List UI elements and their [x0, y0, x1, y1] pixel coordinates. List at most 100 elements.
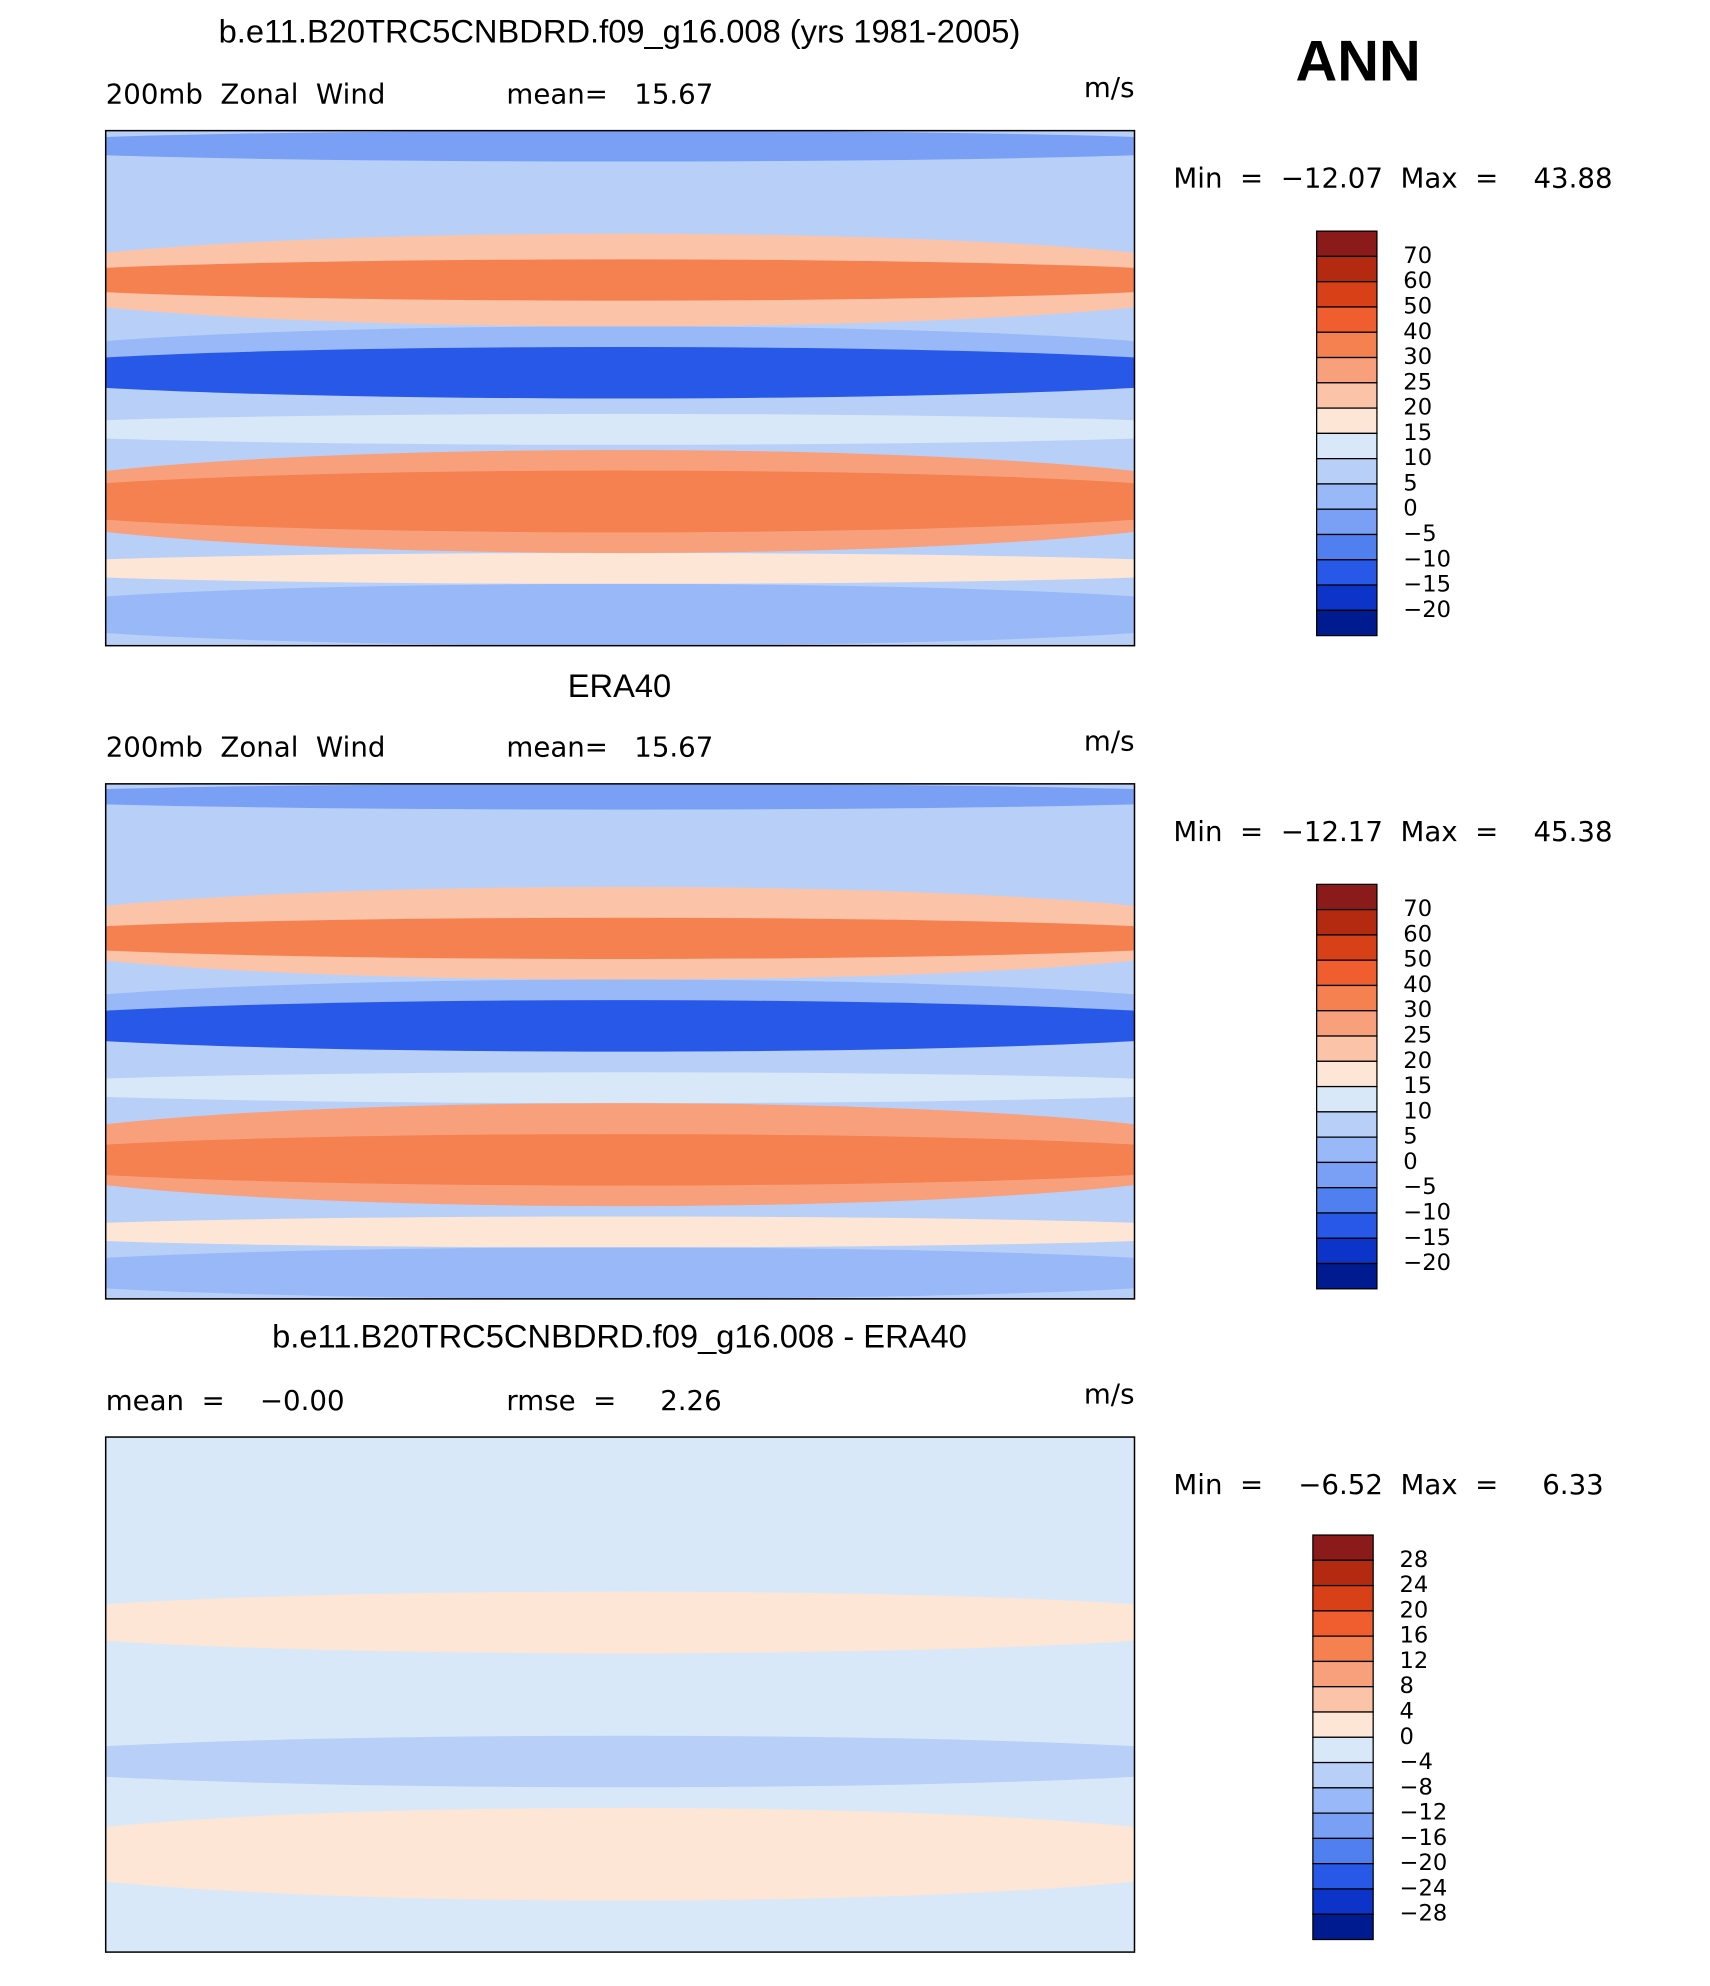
colorbar-box: [1312, 1837, 1374, 1865]
colorbar-label: 12: [1400, 1648, 1429, 1674]
panel-title: b.e11.B20TRC5CNBDRD.f09_g16.008 (yrs 198…: [219, 13, 1021, 50]
colorbar-label: −5: [1403, 521, 1436, 547]
colorbar-label: 8: [1400, 1673, 1414, 1699]
colorbar-box: [1316, 1136, 1378, 1164]
colorbar-box: [1312, 1559, 1374, 1587]
colorbar-label: 30: [1403, 344, 1432, 370]
colorbar-box: [1316, 483, 1378, 510]
colorbar-label: 50: [1403, 293, 1432, 319]
field: [105, 1072, 1135, 1104]
colorbar-box: [1312, 1686, 1374, 1713]
colorbar-box: [1316, 1035, 1378, 1062]
colorbar-box: [1312, 1761, 1374, 1789]
min-max: Min = −12.07 Max = 43.88: [1173, 162, 1612, 195]
map-frame: [104, 783, 1136, 1300]
colorbar-label: 16: [1400, 1623, 1429, 1649]
colorbar-box: [1312, 1610, 1374, 1637]
panel-left-label: 200mb Zonal Wind: [106, 731, 386, 764]
colorbar-box: [1312, 1812, 1374, 1840]
colorbar-box: [1316, 533, 1378, 561]
colorbar-box: [1312, 1635, 1374, 1663]
colorbar-box: [1312, 1736, 1374, 1764]
panel-left-label: mean = −0.00: [106, 1384, 345, 1417]
field: [105, 1900, 1135, 1953]
colorbar-box: [1316, 609, 1378, 637]
colorbar-box: [1316, 331, 1378, 359]
field: [105, 1247, 1135, 1299]
colorbar-box: [1316, 1161, 1378, 1189]
field: [105, 917, 1135, 959]
map: [104, 129, 1136, 647]
colorbar-box: [1316, 432, 1378, 460]
colorbar-box: [1316, 1237, 1378, 1265]
field: [105, 259, 1135, 301]
colorbar-label: 40: [1403, 319, 1432, 345]
panel-units: m/s: [1084, 1378, 1135, 1411]
colorbar-box: [1312, 1534, 1374, 1561]
colorbar-label: −15: [1403, 1225, 1451, 1251]
colorbar-label: −12: [1400, 1800, 1448, 1826]
colorbar-box: [1316, 1212, 1378, 1239]
colorbar-label: 24: [1400, 1572, 1429, 1598]
colorbar-label: 30: [1403, 997, 1432, 1023]
field: [105, 130, 1135, 162]
colorbar-label: 10: [1403, 1098, 1432, 1124]
panel-center-label: mean= 15.67: [506, 731, 713, 764]
field: [105, 346, 1135, 399]
colorbar-box: [1316, 934, 1378, 961]
colorbar-label: 50: [1403, 947, 1432, 973]
colorbar-box: [1312, 1888, 1374, 1915]
colorbar-box: [1316, 255, 1378, 283]
map-field: [105, 1437, 1135, 1953]
colorbar-label: −20: [1400, 1850, 1448, 1876]
field: [105, 552, 1135, 584]
colorbar-label: 70: [1403, 896, 1432, 922]
colorbar-label: 28: [1400, 1547, 1429, 1573]
colorbar-box: [1316, 1085, 1378, 1113]
field: [105, 583, 1135, 646]
colorbar-label: −4: [1400, 1749, 1433, 1775]
colorbar-label: 15: [1403, 420, 1432, 446]
colorbar-label: 40: [1403, 972, 1432, 998]
field: [105, 1735, 1135, 1788]
colorbar-box: [1316, 281, 1378, 308]
colorbar-box: [1316, 458, 1378, 485]
panel-title: b.e11.B20TRC5CNBDRD.f09_g16.008 - ERA40: [272, 1318, 967, 1355]
colorbar-box: [1312, 1660, 1374, 1688]
colorbar-label: 25: [1403, 1023, 1432, 1049]
colorbar-label: −20: [1403, 1250, 1451, 1276]
map: [104, 783, 1136, 1300]
min-max: Min = −6.52 Max = 6.33: [1173, 1468, 1603, 1501]
field: [105, 1807, 1135, 1901]
colorbar-box: [1316, 1060, 1378, 1088]
field: [105, 470, 1135, 533]
colorbar-label: −10: [1403, 1199, 1451, 1225]
colorbar-label: 5: [1403, 470, 1417, 496]
field: [105, 783, 1135, 810]
panel-center-label: mean= 15.67: [506, 77, 713, 110]
colorbar-label: 0: [1403, 496, 1417, 522]
colorbar-label: 25: [1403, 369, 1432, 395]
panel-units: m/s: [1084, 724, 1135, 757]
colorbar-label: −24: [1400, 1875, 1448, 1901]
colorbar-box: [1316, 908, 1378, 936]
colorbar-label: 20: [1400, 1597, 1429, 1623]
colorbar-box: [1312, 1584, 1374, 1612]
field: [105, 1216, 1135, 1248]
colorbar-box: [1316, 230, 1378, 258]
colorbar-box: [1316, 356, 1378, 384]
colorbar-label: 0: [1400, 1724, 1414, 1750]
colorbar-label: −8: [1400, 1774, 1433, 1800]
colorbar-box: [1312, 1863, 1374, 1890]
colorbar-label: 60: [1403, 268, 1432, 294]
colorbar-box: [1316, 584, 1378, 611]
colorbar-label: −15: [1403, 572, 1451, 598]
colorbar-label: −10: [1403, 546, 1451, 572]
colorbar-label: −16: [1400, 1825, 1448, 1851]
colorbar-box: [1316, 382, 1378, 409]
field: [105, 1134, 1135, 1186]
colorbar-box: [1316, 508, 1378, 536]
colorbar-label: 60: [1403, 921, 1432, 947]
colorbar-box: [1316, 883, 1378, 911]
field: [105, 1591, 1135, 1654]
